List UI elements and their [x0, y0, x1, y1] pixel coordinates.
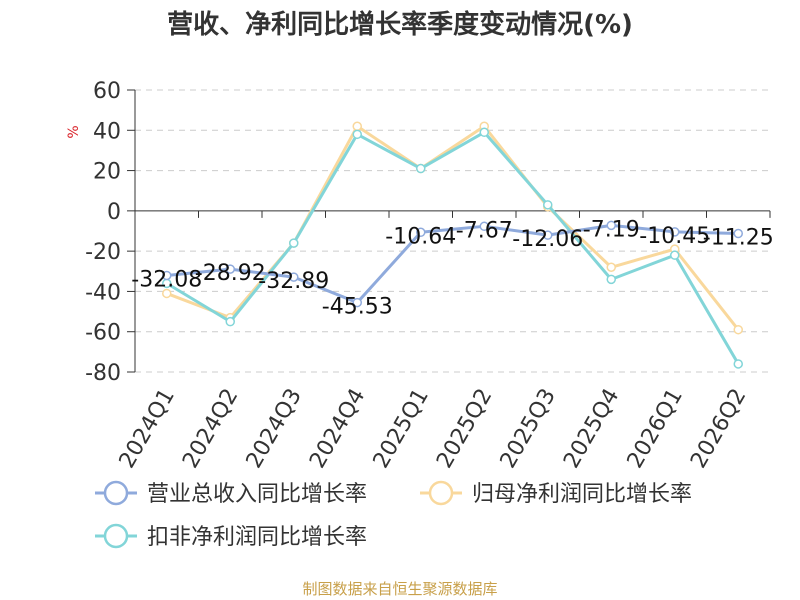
legend-label: 扣非净利润同比增长率 [147, 525, 367, 550]
data-label: -28.92 [195, 261, 266, 286]
data-label: -7.67 [456, 218, 513, 243]
x-tick-label: 2025Q3 [496, 385, 561, 473]
data-label: -7.19 [583, 217, 640, 242]
legend-marker [103, 523, 129, 549]
data-label: -12.06 [512, 227, 583, 252]
y-tick-label: 20 [93, 160, 121, 185]
legend-label: 营业总收入同比增长率 [147, 482, 367, 507]
series-point [162, 288, 172, 299]
x-tick-label: 2025Q4 [559, 385, 624, 473]
y-tick-label: 40 [93, 119, 121, 144]
series-point [479, 221, 489, 232]
x-tick-label: 2026Q1 [623, 385, 688, 473]
legend-marker [103, 480, 129, 506]
series-line [165, 130, 740, 365]
series-point [352, 297, 362, 308]
data-label: -10.64 [385, 224, 456, 249]
y-tick-label: -40 [85, 280, 121, 305]
series-line [166, 223, 739, 305]
data-label: -32.08 [131, 267, 202, 292]
series-point [289, 272, 299, 282]
series-point [479, 127, 489, 138]
series-point [733, 324, 743, 335]
series-point [352, 129, 362, 140]
series-point [606, 220, 616, 231]
series-point [670, 227, 680, 237]
data-label-layer: -32.08-28.92-32.89-45.53 -10.64 -7.67 -12.0… [131, 217, 773, 319]
series-point [733, 359, 743, 369]
x-tick-label: 2024Q4 [305, 385, 370, 473]
data-label: -10.45 [639, 224, 710, 249]
source-note: 制图数据来自恒生聚源数据库 [302, 580, 498, 598]
series-point [543, 200, 553, 210]
data-label: -32.89 [258, 269, 329, 294]
series-point [225, 264, 235, 274]
x-tick-label: 2025Q1 [369, 385, 434, 473]
legend-label: 归母净利润同比增长率 [472, 482, 692, 507]
series-point [543, 230, 553, 240]
y-axis-label: % [66, 125, 82, 138]
series-point [225, 316, 235, 327]
series-point [606, 274, 616, 285]
series-point [670, 250, 680, 260]
y-tick-label: 60 [93, 79, 121, 104]
y-tick-label: -80 [85, 361, 121, 386]
legend-marker [428, 480, 454, 506]
x-tick-label: 2024Q2 [178, 385, 243, 473]
series-point [733, 228, 743, 239]
y-tick-label: -60 [85, 321, 121, 346]
chart-title: 营收、净利同比增长率季度变动情况(%) [167, 10, 633, 40]
y-tick-label: 0 [107, 200, 121, 225]
series-point [162, 270, 172, 281]
x-tick-label: 2025Q2 [432, 385, 497, 473]
series-point [352, 121, 362, 132]
series-layer [162, 121, 743, 369]
x-tick-label: 2024Q1 [115, 385, 180, 473]
series-point [606, 262, 616, 273]
x-tick-label: 2026Q2 [686, 385, 751, 473]
x-tick-label: 2024Q3 [242, 385, 307, 473]
data-label: -11.25 [703, 226, 774, 251]
series-point [416, 227, 426, 238]
data-label: -45.53 [322, 295, 393, 320]
series-point [289, 238, 299, 248]
y-tick-label: -20 [85, 240, 121, 265]
series-point [416, 163, 426, 174]
